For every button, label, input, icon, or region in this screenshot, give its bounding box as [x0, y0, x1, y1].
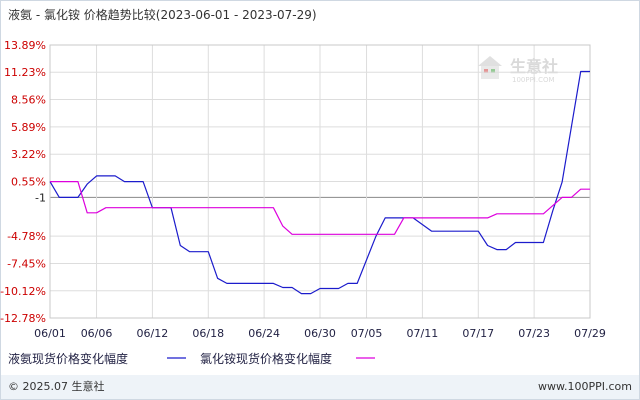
axes: 13.89% 11.23% 8.56% 5.89% 3.22% 0.55% -1 -4.78%… [0, 39, 606, 340]
footer-copyright: © 2025.07 生意社 [8, 379, 104, 393]
x-tick-label: 06/30 [304, 327, 336, 340]
y-tick-label: -10.12% [0, 285, 46, 298]
watermark: 生意社 100PPI.COM [478, 56, 558, 84]
x-tick-label: 06/01 [34, 327, 66, 340]
x-tick-label: 07/29 [574, 327, 606, 340]
x-tick-label: 06/24 [248, 327, 280, 340]
x-tick-label: 06/12 [137, 327, 169, 340]
watermark-url: 100PPI.COM [512, 76, 555, 84]
watermark-house-icon [478, 56, 502, 79]
chart-title: 液氨 - 氯化铵 价格趋势比较(2023-06-01 - 2023-07-29) [8, 7, 317, 22]
y-tick-label: -1 [35, 191, 46, 204]
series-line-ammonia [49, 70, 590, 295]
x-tick-label: 07/17 [462, 327, 494, 340]
y-tick-label: 5.89% [11, 121, 46, 134]
series-line-ammonium-chloride [50, 181, 590, 235]
footer-bar [1, 375, 639, 399]
footer-site: www.100PPI.com [538, 380, 632, 393]
y-tick-label: 13.89% [4, 39, 46, 52]
legend: 液氨现货价格变化幅度 氯化铵现货价格变化幅度 [8, 351, 375, 366]
y-tick-label: -7.45% [7, 257, 46, 270]
series-lines [49, 70, 590, 295]
y-tick-label: -12.78% [0, 312, 46, 325]
y-tick-label: 0.55% [11, 176, 46, 189]
legend-label-ammonium-chloride: 氯化铵现货价格变化幅度 [200, 351, 332, 366]
y-tick-label: 3.22% [11, 148, 46, 161]
y-tick-label: -4.78% [7, 230, 46, 243]
legend-label-ammonia: 液氨现货价格变化幅度 [8, 351, 128, 366]
y-tick-label: 8.56% [11, 94, 46, 107]
x-tick-label: 07/11 [407, 327, 439, 340]
x-tick-label: 06/06 [81, 327, 113, 340]
x-tick-label: 07/05 [351, 327, 383, 340]
grid [49, 44, 591, 319]
x-tick-label: 07/23 [518, 327, 550, 340]
x-tick-label: 06/18 [192, 327, 224, 340]
y-tick-label: 11.23% [4, 66, 46, 79]
